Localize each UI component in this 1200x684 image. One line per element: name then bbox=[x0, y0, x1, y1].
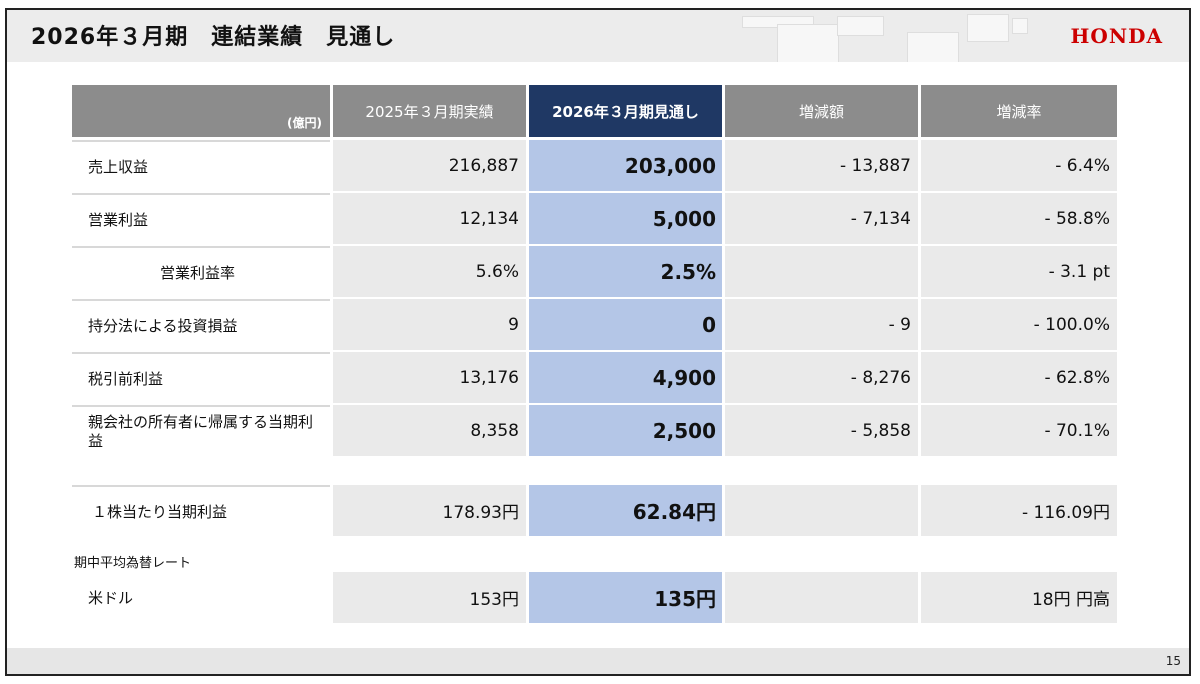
unit-label: (億円) bbox=[72, 85, 330, 137]
forecast-value-cell: 2,500 bbox=[529, 405, 722, 456]
row-label-operating-profit: 営業利益 bbox=[72, 193, 330, 244]
value-cell: 13,176 bbox=[333, 352, 526, 403]
row-label-pretax-profit: 税引前利益 bbox=[72, 352, 330, 403]
value-cell: 153円 bbox=[333, 572, 526, 623]
column-header-change-amount: 増減額 bbox=[725, 85, 918, 137]
column-header-change-rate: 増減率 bbox=[921, 85, 1117, 137]
row-label-equity-method: 持分法による投資損益 bbox=[72, 299, 330, 350]
column-header-fy2026-forecast: 2026年３月期見通し bbox=[529, 85, 722, 137]
change-amount-cell bbox=[725, 572, 918, 623]
row-label-revenue: 売上収益 bbox=[72, 140, 330, 191]
page-number: 15 bbox=[1165, 654, 1181, 668]
forecast-value-cell: 203,000 bbox=[529, 140, 722, 191]
decor-block bbox=[1012, 18, 1028, 34]
change-rate-cell: - 70.1% bbox=[921, 405, 1117, 456]
change-amount-cell: - 5,858 bbox=[725, 405, 918, 456]
row-label-net-income-attributable: 親会社の所有者に帰属する当期利益 bbox=[72, 405, 330, 456]
forecast-value-cell: 2.5% bbox=[529, 246, 722, 297]
change-rate-cell: 18円 円高 bbox=[921, 572, 1117, 623]
decor-block bbox=[837, 16, 884, 36]
change-amount-cell bbox=[725, 485, 918, 536]
change-rate-cell: - 58.8% bbox=[921, 193, 1117, 244]
row-label-operating-margin: 営業利益率 bbox=[72, 246, 330, 297]
value-cell: 178.93円 bbox=[333, 485, 526, 536]
honda-logo: HONDA bbox=[1070, 24, 1163, 48]
forecast-value-cell: 5,000 bbox=[529, 193, 722, 244]
change-amount-cell: - 13,887 bbox=[725, 140, 918, 191]
value-cell: 9 bbox=[333, 299, 526, 350]
value-cell: 12,134 bbox=[333, 193, 526, 244]
footer-bar: 15 bbox=[7, 648, 1189, 674]
value-cell: 8,358 bbox=[333, 405, 526, 456]
row-label-usd: 米ドル bbox=[72, 572, 330, 623]
change-rate-cell: - 116.09円 bbox=[921, 485, 1117, 536]
column-header-fy2025-actual: 2025年３月期実績 bbox=[333, 85, 526, 137]
page-title: 2026年３月期 連結業績 見通し bbox=[31, 25, 396, 50]
change-amount-cell: - 8,276 bbox=[725, 352, 918, 403]
forecast-value-cell: 0 bbox=[529, 299, 722, 350]
decor-block bbox=[777, 24, 839, 62]
fx-heading: 期中平均為替レート bbox=[74, 556, 192, 571]
decor-block bbox=[907, 32, 959, 62]
change-amount-cell bbox=[725, 246, 918, 297]
change-amount-cell: - 7,134 bbox=[725, 193, 918, 244]
forecast-value-cell: 4,900 bbox=[529, 352, 722, 403]
change-rate-cell: - 3.1 pt bbox=[921, 246, 1117, 297]
row-label-eps: １株当たり当期利益 bbox=[72, 485, 330, 536]
forecast-value-cell: 135円 bbox=[529, 572, 722, 623]
title-bar: 2026年３月期 連結業績 見通し HONDA bbox=[7, 10, 1189, 62]
change-amount-cell: - 9 bbox=[725, 299, 918, 350]
forecast-value-cell: 62.84円 bbox=[529, 485, 722, 536]
value-cell: 5.6% bbox=[333, 246, 526, 297]
change-rate-cell: - 100.0% bbox=[921, 299, 1117, 350]
decor-block bbox=[967, 14, 1009, 42]
change-rate-cell: - 62.8% bbox=[921, 352, 1117, 403]
change-rate-cell: - 6.4% bbox=[921, 140, 1117, 191]
value-cell: 216,887 bbox=[333, 140, 526, 191]
